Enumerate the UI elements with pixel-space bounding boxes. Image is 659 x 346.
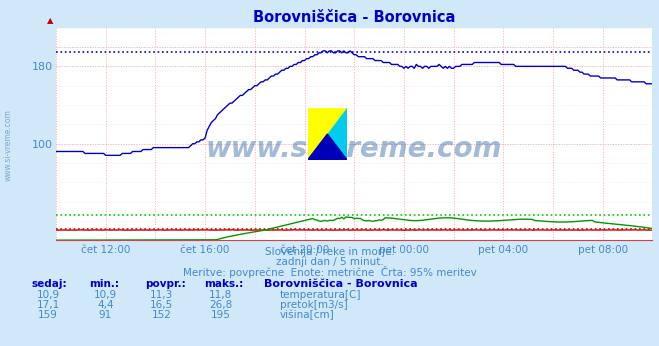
Text: maks.:: maks.: xyxy=(204,279,244,289)
Text: 195: 195 xyxy=(211,310,231,320)
Text: 4,4: 4,4 xyxy=(97,300,114,310)
Text: višina[cm]: višina[cm] xyxy=(280,310,335,320)
Text: www.si-vreme.com: www.si-vreme.com xyxy=(3,109,13,181)
Polygon shape xyxy=(308,108,347,160)
Text: 16,5: 16,5 xyxy=(150,300,173,310)
Text: www.si-vreme.com: www.si-vreme.com xyxy=(206,135,502,163)
Text: temperatura[C]: temperatura[C] xyxy=(280,290,362,300)
Text: 26,8: 26,8 xyxy=(209,300,233,310)
Text: 10,9: 10,9 xyxy=(36,290,60,300)
Text: 159: 159 xyxy=(38,310,58,320)
Text: Slovenija / reke in morje.: Slovenija / reke in morje. xyxy=(264,247,395,257)
Text: Meritve: povprečne  Enote: metrične  Črta: 95% meritev: Meritve: povprečne Enote: metrične Črta:… xyxy=(183,266,476,278)
Text: min.:: min.: xyxy=(89,279,119,289)
Text: 10,9: 10,9 xyxy=(94,290,117,300)
Text: ▲: ▲ xyxy=(47,16,53,25)
Text: sedaj:: sedaj: xyxy=(32,279,67,289)
Title: Borovniščica - Borovnica: Borovniščica - Borovnica xyxy=(253,10,455,25)
Text: 11,8: 11,8 xyxy=(209,290,233,300)
Text: pretok[m3/s]: pretok[m3/s] xyxy=(280,300,348,310)
Text: 17,1: 17,1 xyxy=(36,300,60,310)
Text: 11,3: 11,3 xyxy=(150,290,173,300)
Text: 152: 152 xyxy=(152,310,171,320)
Text: zadnji dan / 5 minut.: zadnji dan / 5 minut. xyxy=(275,257,384,267)
Text: povpr.:: povpr.: xyxy=(145,279,186,289)
Text: 91: 91 xyxy=(99,310,112,320)
Text: Borovniščica - Borovnica: Borovniščica - Borovnica xyxy=(264,279,417,289)
Polygon shape xyxy=(308,108,347,160)
Polygon shape xyxy=(308,134,347,160)
